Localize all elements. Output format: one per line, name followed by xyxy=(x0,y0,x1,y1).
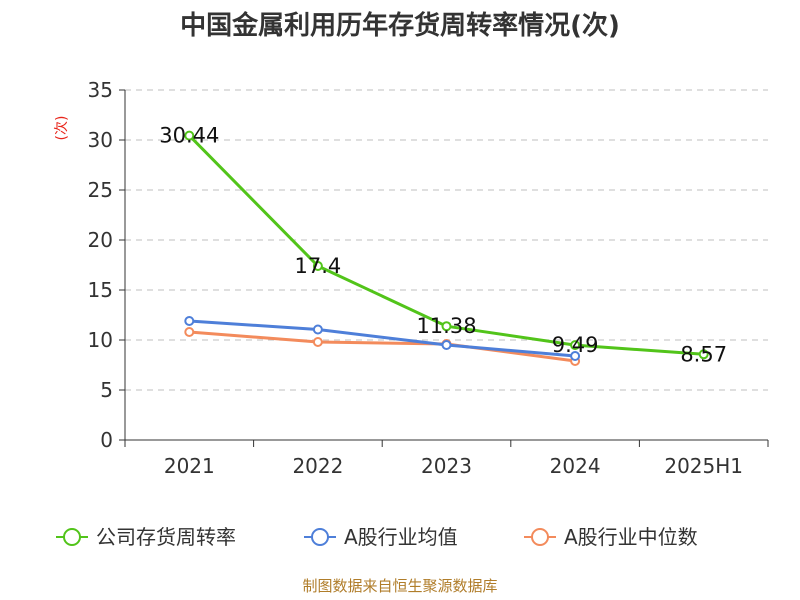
series-layer xyxy=(184,130,709,366)
data-point xyxy=(441,340,452,350)
legend-label: A股行业中位数 xyxy=(564,525,698,549)
legend-label: 公司存货周转率 xyxy=(96,525,236,549)
series-line xyxy=(189,330,576,363)
data-label: 30.44 xyxy=(159,124,219,148)
data-point xyxy=(570,351,581,361)
axes: 0 5 10 15 20 25 30 35 2021 2022 2023 2024 2025H1 xyxy=(88,78,769,478)
legend-item: 公司存货周转率 xyxy=(56,525,236,549)
y-tick-label: 20 xyxy=(88,228,113,252)
data-point xyxy=(570,340,581,351)
data-labels: 30.44 17.4 11.38 9.49 8.57 xyxy=(159,124,727,367)
data-point xyxy=(184,130,195,141)
legend: 公司存货周转率 A股行业均值 A股行业中位数 xyxy=(56,525,698,549)
series-line xyxy=(189,319,576,358)
y-tick-label: 5 xyxy=(100,378,113,402)
x-tick-label: 2022 xyxy=(292,454,343,478)
legend-label: A股行业均值 xyxy=(344,525,458,549)
data-point xyxy=(441,321,452,332)
x-tick-label: 2025H1 xyxy=(664,454,743,478)
legend-swatch-marker xyxy=(63,528,81,546)
series-2 xyxy=(184,327,581,366)
legend-item: A股行业均值 xyxy=(304,525,458,549)
y-axis-label: (次) xyxy=(54,116,70,141)
x-tick-label: 2021 xyxy=(164,454,215,478)
y-tick-label: 10 xyxy=(88,328,113,352)
data-label: 8.57 xyxy=(680,342,727,366)
legend-swatch-marker xyxy=(531,528,549,546)
x-tick-label: 2024 xyxy=(550,454,601,478)
data-point xyxy=(184,316,195,326)
data-point xyxy=(312,337,323,347)
y-tick-label: 35 xyxy=(88,78,113,102)
data-label: 11.38 xyxy=(416,314,476,338)
data-point xyxy=(312,261,323,271)
series-0 xyxy=(184,130,709,360)
y-tick-label: 0 xyxy=(100,428,113,452)
source-note: 制图数据来自恒生聚源数据库 xyxy=(302,577,497,595)
x-tick-label: 2023 xyxy=(421,454,472,478)
chart-title: 中国金属利用历年存货周转率情况(次) xyxy=(180,10,620,41)
data-label: 17.4 xyxy=(295,254,342,278)
data-point xyxy=(312,324,323,335)
legend-item: A股行业中位数 xyxy=(524,525,698,549)
y-tick-label: 30 xyxy=(88,128,113,152)
data-label: 9.49 xyxy=(552,333,599,357)
data-point xyxy=(184,327,195,337)
series-1 xyxy=(184,316,581,361)
y-tick-label: 25 xyxy=(88,178,113,202)
data-point xyxy=(698,349,709,360)
legend-swatch-marker xyxy=(311,528,329,546)
y-tick-label: 15 xyxy=(88,278,113,302)
